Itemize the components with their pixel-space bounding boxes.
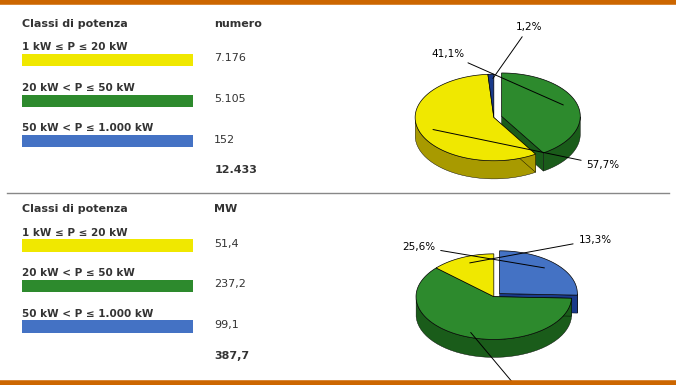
Polygon shape [415,120,535,179]
Polygon shape [494,297,572,316]
Text: 1 kW ≤ P ≤ 20 kW: 1 kW ≤ P ≤ 20 kW [22,42,128,52]
Text: MW: MW [214,204,237,214]
Text: 50 kW < P ≤ 1.000 kW: 50 kW < P ≤ 1.000 kW [22,309,153,319]
Text: 1 kW ≤ P ≤ 20 kW: 1 kW ≤ P ≤ 20 kW [22,228,128,238]
Polygon shape [416,268,572,340]
Text: 99,1: 99,1 [214,320,239,330]
Text: 51,4: 51,4 [214,239,239,249]
Text: 237,2: 237,2 [214,279,246,289]
Text: 7.176: 7.176 [214,54,246,63]
Text: 1,2%: 1,2% [493,22,543,79]
Text: 387,7: 387,7 [214,351,249,361]
Polygon shape [415,74,535,161]
Text: Classi di potenza: Classi di potenza [22,204,128,214]
Polygon shape [494,117,535,172]
Text: 20 kW < P ≤ 50 kW: 20 kW < P ≤ 50 kW [22,268,135,278]
Polygon shape [500,251,577,295]
Text: 12.433: 12.433 [214,166,257,176]
Text: 20 kW < P ≤ 50 kW: 20 kW < P ≤ 50 kW [22,83,135,93]
Polygon shape [416,298,572,357]
Polygon shape [436,254,494,297]
Polygon shape [488,74,494,117]
Bar [22,54,193,66]
Bar [22,239,193,252]
Text: 13,3%: 13,3% [470,235,612,263]
Bar [22,280,193,292]
Text: Classi di potenza: Classi di potenza [22,18,128,28]
Text: 57,7%: 57,7% [433,129,620,170]
Text: 41,1%: 41,1% [431,49,563,105]
Polygon shape [544,117,580,171]
Text: 5.105: 5.105 [214,94,246,104]
Text: numero: numero [214,18,262,28]
Text: 50 kW < P ≤ 1.000 kW: 50 kW < P ≤ 1.000 kW [22,123,153,133]
Polygon shape [502,116,544,171]
Text: 152: 152 [214,134,235,144]
Text: 25,6%: 25,6% [402,242,544,268]
Bar [22,135,193,147]
Text: 61,2%: 61,2% [470,333,538,385]
Polygon shape [502,73,580,153]
Polygon shape [500,294,577,313]
Bar [22,320,193,333]
Bar [22,95,193,107]
